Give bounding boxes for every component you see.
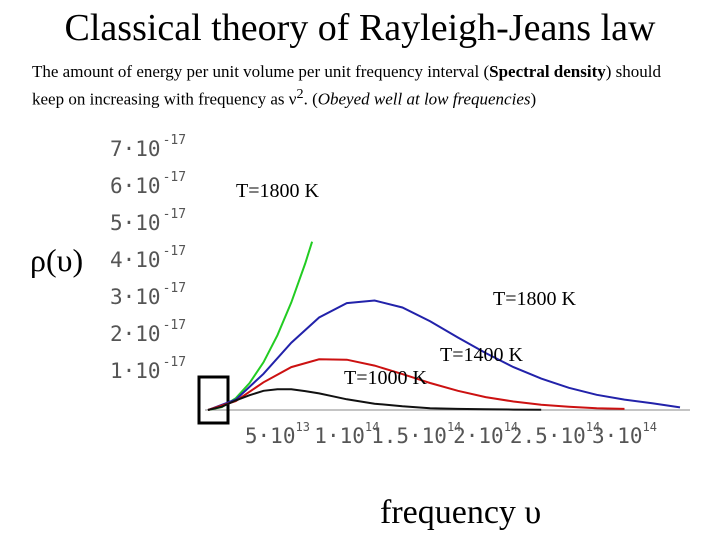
x-tick-exponent: 14 bbox=[503, 420, 519, 434]
x-tick-exponent: 14 bbox=[364, 420, 380, 434]
description-text-2: ) should keep on increasing with frequen… bbox=[32, 62, 662, 109]
y-tick-label: 3·10 -17 bbox=[110, 281, 186, 310]
y-tick-exponent: -17 bbox=[162, 207, 187, 223]
series-line-2 bbox=[207, 358, 625, 411]
series-line-1 bbox=[207, 299, 681, 411]
y-axis-label: ρ(υ) bbox=[30, 242, 84, 278]
x-tick-mantissa: 2·10 bbox=[453, 424, 504, 448]
y-tick-mantissa: 2·10 bbox=[110, 322, 161, 347]
description: The amount of energy per unit volume per… bbox=[32, 60, 682, 111]
annotation-black: T=1000 K bbox=[344, 367, 427, 389]
y-tick-label: 4·10 -17 bbox=[110, 244, 186, 273]
x-tick-mantissa: 1.5·10 bbox=[371, 424, 447, 448]
low-frequency-box bbox=[197, 375, 230, 425]
x-tick-exponent: 14 bbox=[446, 420, 462, 434]
x-tick-label: 1·1014 bbox=[314, 420, 379, 448]
description-bold: Spectral density bbox=[489, 62, 606, 81]
description-text-3: . ( bbox=[303, 89, 318, 109]
y-tick-exponent: -17 bbox=[162, 355, 187, 370]
y-tick-mantissa: 1·10 bbox=[110, 359, 161, 383]
y-tick-label: 2·10 -17 bbox=[110, 318, 186, 347]
y-tick-mantissa: 5·10 bbox=[110, 211, 161, 236]
x-tick-mantissa: 2.5·10 bbox=[509, 424, 586, 448]
y-tick-exponent: -17 bbox=[162, 133, 187, 149]
y-tick-mantissa: 6·10 bbox=[110, 174, 161, 199]
description-italic: Obeyed well at low frequencies bbox=[317, 89, 531, 109]
x-tick-exponent: 13 bbox=[295, 420, 310, 434]
x-tick-label: 1.5·1014 bbox=[371, 420, 461, 448]
y-tick-label: 7·10 -17 bbox=[110, 133, 186, 162]
x-tick-label: 3·1014 bbox=[591, 420, 657, 448]
x-tick-label: 5·1013 bbox=[244, 420, 310, 448]
annotation-blue: T=1800 K bbox=[493, 288, 576, 310]
x-tick-exponent: 14 bbox=[642, 420, 657, 434]
y-tick-label: 6·10 -17 bbox=[110, 170, 186, 199]
y-tick-exponent: -17 bbox=[162, 281, 187, 297]
y-tick-mantissa: 3·10 bbox=[110, 285, 161, 310]
page-title: Classical theory of Rayleigh-Jeans law bbox=[64, 7, 656, 49]
y-tick-label: 1·10 -17 bbox=[110, 355, 186, 383]
annotation-green: T=1800 K bbox=[236, 180, 319, 202]
y-tick-label: 5·10 -17 bbox=[110, 207, 186, 236]
series-line-3 bbox=[207, 388, 542, 411]
x-tick-label: 2·1014 bbox=[453, 420, 518, 448]
x-tick-mantissa: 1·10 bbox=[314, 424, 365, 448]
x-tick-exponent: 14 bbox=[585, 420, 601, 434]
annotation-red: T=1400 K bbox=[440, 344, 523, 366]
y-tick-mantissa: 4·10 bbox=[110, 248, 161, 273]
y-tick-exponent: -17 bbox=[162, 318, 187, 334]
y-tick-exponent: -17 bbox=[162, 170, 187, 186]
y-tick-mantissa: 7·10 bbox=[110, 137, 161, 162]
x-axis-label: frequency υ bbox=[380, 494, 542, 531]
x-tick-mantissa: 5·10 bbox=[244, 424, 296, 448]
x-tick-label: 2.5·1014 bbox=[509, 420, 600, 448]
description-text-1: The amount of energy per unit volume per… bbox=[32, 62, 490, 81]
y-tick-exponent: -17 bbox=[162, 244, 187, 260]
description-superscript: 2 bbox=[296, 86, 304, 102]
description-text-4: ) bbox=[530, 89, 537, 109]
x-tick-mantissa: 3·10 bbox=[591, 424, 643, 448]
